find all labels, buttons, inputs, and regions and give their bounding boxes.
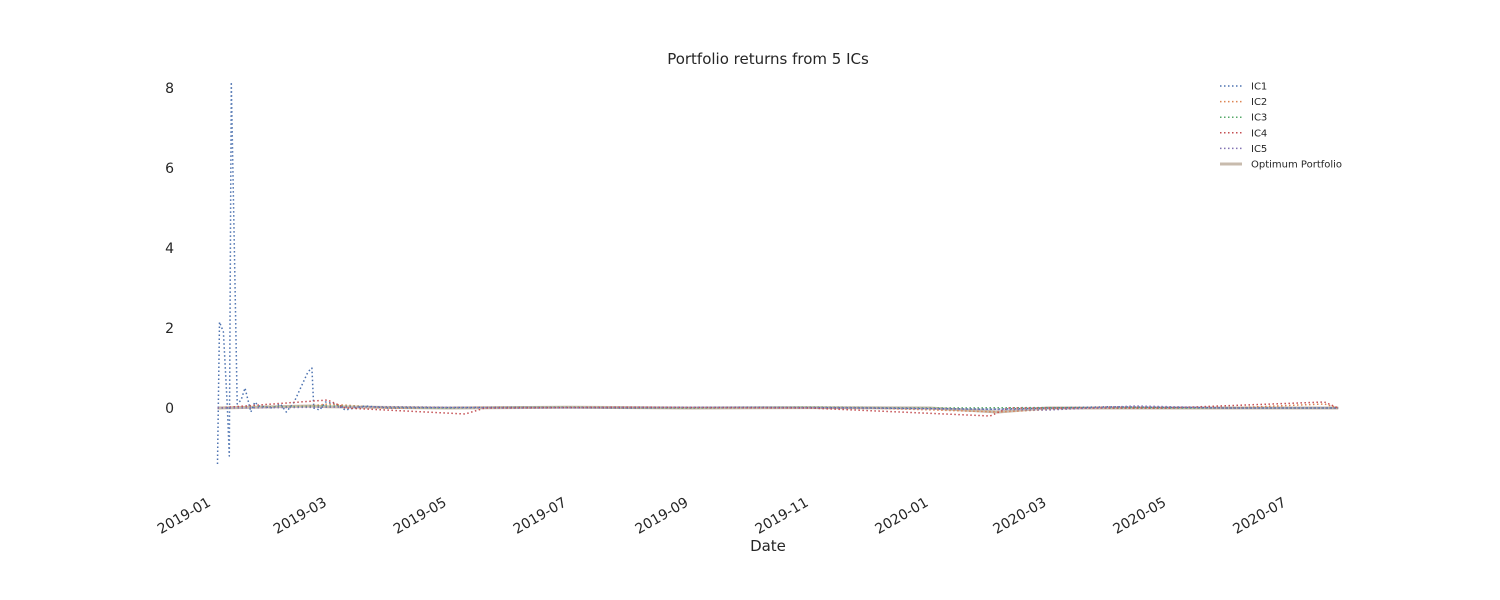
x-tick-label: 2019-11 xyxy=(753,495,812,538)
x-tick-label: 2020-07 xyxy=(1230,495,1289,538)
x-axis-label: Date xyxy=(750,537,786,555)
x-axis-ticks: 2019-01 2019-03 2019-05 2019-07 2019-09 2019-… xyxy=(155,495,1289,538)
legend-label-ic5: IC5 xyxy=(1251,144,1267,155)
legend-label-ic4: IC4 xyxy=(1251,128,1267,139)
y-tick-label: 8 xyxy=(165,81,174,97)
x-tick-label: 2019-03 xyxy=(271,495,330,538)
x-tick-label: 2019-05 xyxy=(391,495,450,538)
chart-title: Portfolio returns from 5 ICs xyxy=(667,50,869,68)
legend-label-ic3: IC3 xyxy=(1251,113,1267,124)
x-tick-label: 2019-01 xyxy=(155,495,214,538)
legend-label-ic1: IC1 xyxy=(1251,82,1267,93)
series-line-ic2 xyxy=(217,403,1339,413)
x-tick-label: 2020-01 xyxy=(873,495,932,538)
series-layer xyxy=(216,81,1339,465)
x-tick-label: 2019-09 xyxy=(633,495,692,538)
y-tick-label: 2 xyxy=(165,321,174,337)
legend-label-ic2: IC2 xyxy=(1251,97,1267,108)
y-axis-ticks: 0 2 4 6 8 xyxy=(165,81,174,417)
legend-label-optimum-portfolio: Optimum Portfolio xyxy=(1251,160,1342,171)
y-tick-label: 0 xyxy=(165,401,174,417)
x-tick-label: 2019-07 xyxy=(511,495,570,538)
y-tick-label: 6 xyxy=(165,161,174,177)
y-tick-label: 4 xyxy=(165,241,174,257)
x-tick-label: 2020-05 xyxy=(1110,495,1169,538)
x-tick-label: 2020-03 xyxy=(991,495,1050,538)
legend: IC1 IC2 IC3 IC4 IC5 Optimum Portfolio xyxy=(1220,82,1342,171)
